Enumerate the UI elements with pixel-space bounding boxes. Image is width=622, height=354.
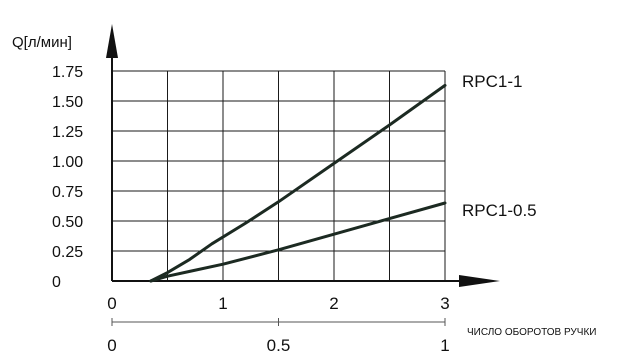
y-tick-label: 1.25 [52,124,83,141]
x-tick-label: 2 [329,294,338,313]
x2-tick-label: 0.5 [267,336,291,354]
y-axis-label: Q[л/мин] [12,34,72,51]
series-label: RPC1-1 [462,72,522,91]
labels-group: Q[л/мин] ЧИСЛО ОБОРОТОВ РУЧКИ 00.250.500… [12,34,596,354]
y-tick-label: 0.25 [52,244,83,261]
series-label: RPC1-0.5 [462,201,537,220]
x2-tick-label: 1 [440,336,449,354]
y-tick-label: 0.50 [52,214,83,231]
grid [112,70,446,281]
y-tick-label: 0.75 [52,184,83,201]
x-axis-label: ЧИСЛО ОБОРОТОВ РУЧКИ [467,327,596,338]
y-tick-label: 1.75 [52,64,83,81]
series-line [149,201,447,283]
x-tick-label: 1 [218,294,227,313]
x2-tick-label: 0 [107,336,116,354]
y-tick-label: 0 [52,274,61,291]
x-tick-label: 0 [107,294,116,313]
y-tick-label: 1.50 [52,94,83,111]
series-group [149,83,447,283]
axes [106,24,500,326]
series-line [149,83,447,283]
x-axis-arrow [459,275,500,287]
y-axis-arrow [106,24,118,58]
x-tick-label: 3 [440,294,449,313]
y-tick-label: 1.00 [52,154,83,171]
